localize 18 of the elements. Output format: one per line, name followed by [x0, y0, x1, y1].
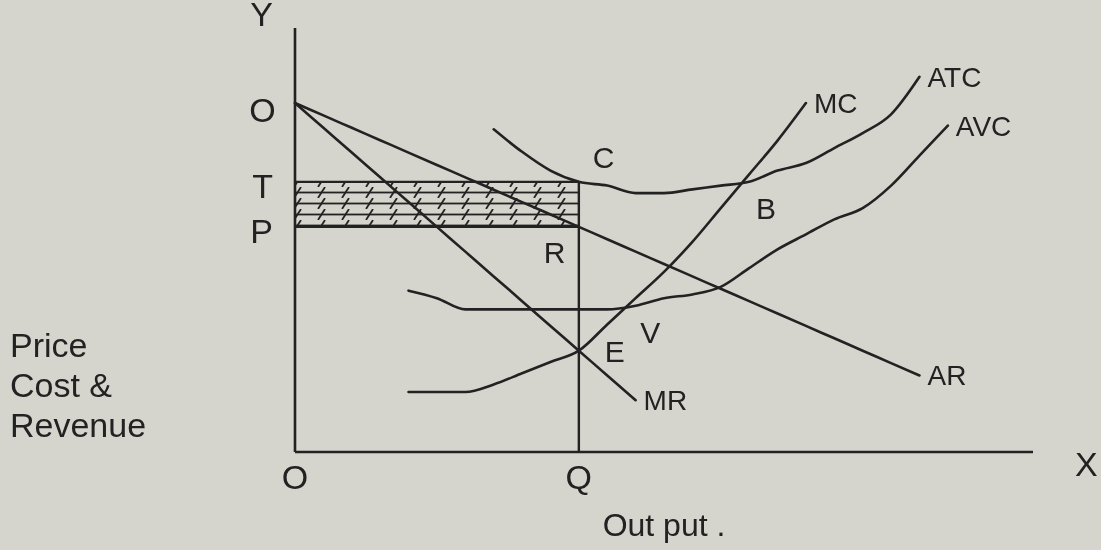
y-axis-title: Price Cost & Revenue [10, 326, 147, 444]
series-label: MR [643, 384, 688, 416]
series-label: AR [927, 359, 967, 391]
text: X [1075, 445, 1098, 483]
annotation: V [640, 316, 661, 350]
text: Y [250, 0, 273, 33]
x-tick-label: Q [565, 457, 593, 496]
ref-line-label: P [250, 211, 273, 250]
x-axis-title: Out put . [602, 507, 726, 543]
annotation: R [543, 236, 566, 270]
annotation: C [592, 140, 615, 174]
series-label: MC [813, 87, 858, 119]
ref-line-label: T [252, 166, 273, 205]
annotation: O [249, 90, 276, 129]
series-label: AVC [955, 110, 1012, 142]
annotation: B [756, 191, 777, 225]
series-label: ATC [927, 61, 982, 93]
annotation: E [604, 334, 625, 368]
